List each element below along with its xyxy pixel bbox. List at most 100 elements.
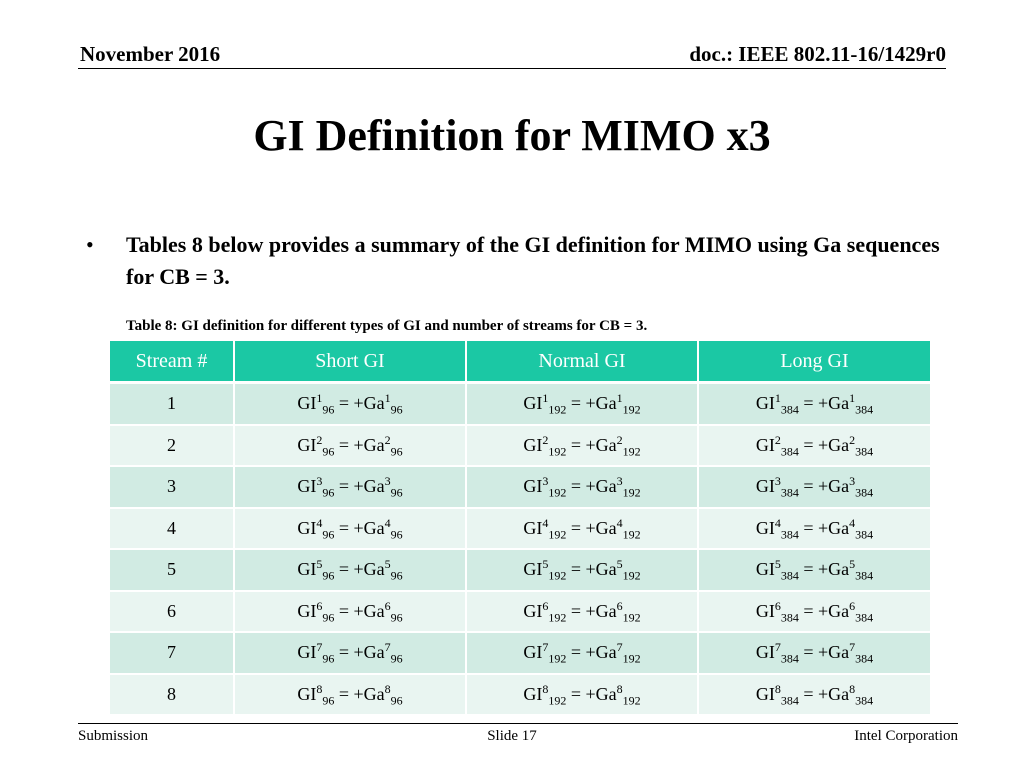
- table-row: 3 GI396 = +Ga396 GI3192 = +Ga3192 GI3384 = …: [110, 466, 930, 509]
- gi-formula-cell: GI596 = +Ga596: [234, 549, 467, 592]
- gi-formula-cell: GI196 = +Ga196: [234, 382, 467, 426]
- gi-formula-cell: GI696 = +Ga696: [234, 590, 467, 633]
- gi-formula-cell: GI5192 = +Ga5192: [466, 549, 699, 592]
- ga-stream-superscript: 6: [616, 598, 623, 613]
- gi-label: GI: [523, 600, 543, 621]
- ga-stream-superscript: 7: [849, 640, 856, 655]
- gi-label: GI: [523, 559, 543, 580]
- ga-stream-superscript: 2: [849, 432, 856, 447]
- gi-label: GI: [297, 393, 317, 414]
- gi-stream-superscript: 8: [542, 681, 549, 696]
- gi-length-subscript: 384: [780, 444, 799, 459]
- table-header-row: Stream # Short GI Normal GI Long GI: [110, 341, 930, 384]
- gi-length-subscript: 96: [322, 568, 335, 583]
- gi-formula-cell: GI396 = +Ga396: [234, 466, 467, 509]
- gi-length-subscript: 96: [322, 527, 335, 542]
- gi-label: GI: [755, 434, 775, 455]
- gi-formula-cell: GI1384 = +Ga1384: [698, 382, 930, 426]
- table-row: 5 GI596 = +Ga596 GI5192 = +Ga5192 GI5384 = …: [110, 549, 930, 592]
- gi-length-subscript: 384: [780, 610, 799, 625]
- stream-number-cell: 6: [110, 590, 235, 633]
- gi-stream-superscript: 1: [542, 391, 549, 406]
- ga-length-subscript: 192: [622, 693, 641, 708]
- ga-stream-superscript: 2: [384, 432, 391, 447]
- gi-stream-superscript: 6: [542, 598, 549, 613]
- ga-label: = +Ga: [798, 559, 850, 580]
- ga-stream-superscript: 2: [616, 432, 623, 447]
- gi-length-subscript: 192: [548, 485, 567, 500]
- ga-stream-superscript: 8: [849, 681, 856, 696]
- gi-stream-superscript: 4: [774, 515, 781, 530]
- gi-length-subscript: 384: [780, 527, 799, 542]
- gi-stream-superscript: 3: [774, 474, 781, 489]
- gi-length-subscript: 96: [322, 610, 335, 625]
- table-row: 2 GI296 = +Ga296 GI2192 = +Ga2192 GI2384 = …: [110, 424, 930, 467]
- gi-stream-superscript: 2: [542, 432, 549, 447]
- ga-stream-superscript: 5: [849, 557, 856, 572]
- gi-label: GI: [523, 683, 543, 704]
- ga-length-subscript: 192: [622, 527, 641, 542]
- ga-label: = +Ga: [334, 642, 385, 663]
- gi-length-subscript: 384: [780, 402, 799, 417]
- gi-formula-cell: GI1192 = +Ga1192: [466, 382, 699, 426]
- ga-label: = +Ga: [798, 434, 850, 455]
- gi-length-subscript: 384: [780, 693, 799, 708]
- ga-length-subscript: 192: [622, 402, 641, 417]
- table-row: 1 GI196 = +Ga196 GI1192 = +Ga1192 GI1384 = …: [110, 382, 930, 426]
- gi-stream-superscript: 1: [316, 391, 323, 406]
- gi-length-subscript: 192: [548, 651, 567, 666]
- gi-stream-superscript: 7: [774, 640, 781, 655]
- gi-stream-superscript: 8: [774, 681, 781, 696]
- gi-length-subscript: 192: [548, 693, 567, 708]
- ga-stream-superscript: 4: [849, 515, 856, 530]
- ga-stream-superscript: 7: [616, 640, 623, 655]
- bullet-text: Tables 8 below provides a summary of the…: [126, 232, 940, 289]
- gi-label: GI: [523, 476, 543, 497]
- ga-label: = +Ga: [566, 642, 617, 663]
- gi-stream-superscript: 3: [316, 474, 323, 489]
- ga-label: = +Ga: [566, 476, 617, 497]
- stream-number-cell: 7: [110, 632, 235, 675]
- ga-length-subscript: 384: [855, 568, 874, 583]
- gi-label: GI: [297, 642, 317, 663]
- ga-label: = +Ga: [798, 393, 850, 414]
- gi-label: GI: [755, 393, 775, 414]
- ga-label: = +Ga: [334, 559, 385, 580]
- gi-formula-cell: GI4384 = +Ga4384: [698, 507, 930, 550]
- ga-length-subscript: 192: [622, 444, 641, 459]
- gi-label: GI: [755, 642, 775, 663]
- gi-length-subscript: 384: [780, 651, 799, 666]
- gi-label: GI: [755, 600, 775, 621]
- col-header-long-gi: Long GI: [698, 341, 930, 384]
- gi-length-subscript: 192: [548, 444, 567, 459]
- stream-number-cell: 3: [110, 466, 235, 509]
- ga-length-subscript: 96: [390, 444, 403, 459]
- ga-label: = +Ga: [334, 476, 385, 497]
- ga-length-subscript: 192: [622, 485, 641, 500]
- ga-label: = +Ga: [334, 517, 385, 538]
- gi-length-subscript: 96: [322, 444, 335, 459]
- stream-number-cell: 2: [110, 424, 235, 467]
- header-date: November 2016: [80, 42, 221, 66]
- ga-stream-superscript: 3: [616, 474, 623, 489]
- ga-length-subscript: 384: [855, 402, 874, 417]
- ga-label: = +Ga: [334, 434, 385, 455]
- gi-formula-cell: GI496 = +Ga496: [234, 507, 467, 550]
- ga-label: = +Ga: [798, 517, 850, 538]
- ga-stream-superscript: 1: [849, 391, 856, 406]
- gi-label: GI: [755, 683, 775, 704]
- stream-number-cell: 4: [110, 507, 235, 550]
- stream-number-cell: 8: [110, 673, 235, 716]
- table-caption: Table 8: GI definition for different typ…: [126, 318, 648, 334]
- ga-length-subscript: 96: [390, 402, 403, 417]
- ga-label: = +Ga: [798, 600, 850, 621]
- slide-title: GI Definition for MIMO x3: [253, 111, 771, 160]
- gi-label: GI: [297, 683, 317, 704]
- gi-stream-superscript: 7: [542, 640, 549, 655]
- gi-length-subscript: 192: [548, 402, 567, 417]
- ga-stream-superscript: 6: [384, 598, 391, 613]
- gi-length-subscript: 96: [322, 693, 335, 708]
- ga-length-subscript: 96: [390, 485, 403, 500]
- ga-label: = +Ga: [334, 683, 385, 704]
- ga-label: = +Ga: [566, 683, 617, 704]
